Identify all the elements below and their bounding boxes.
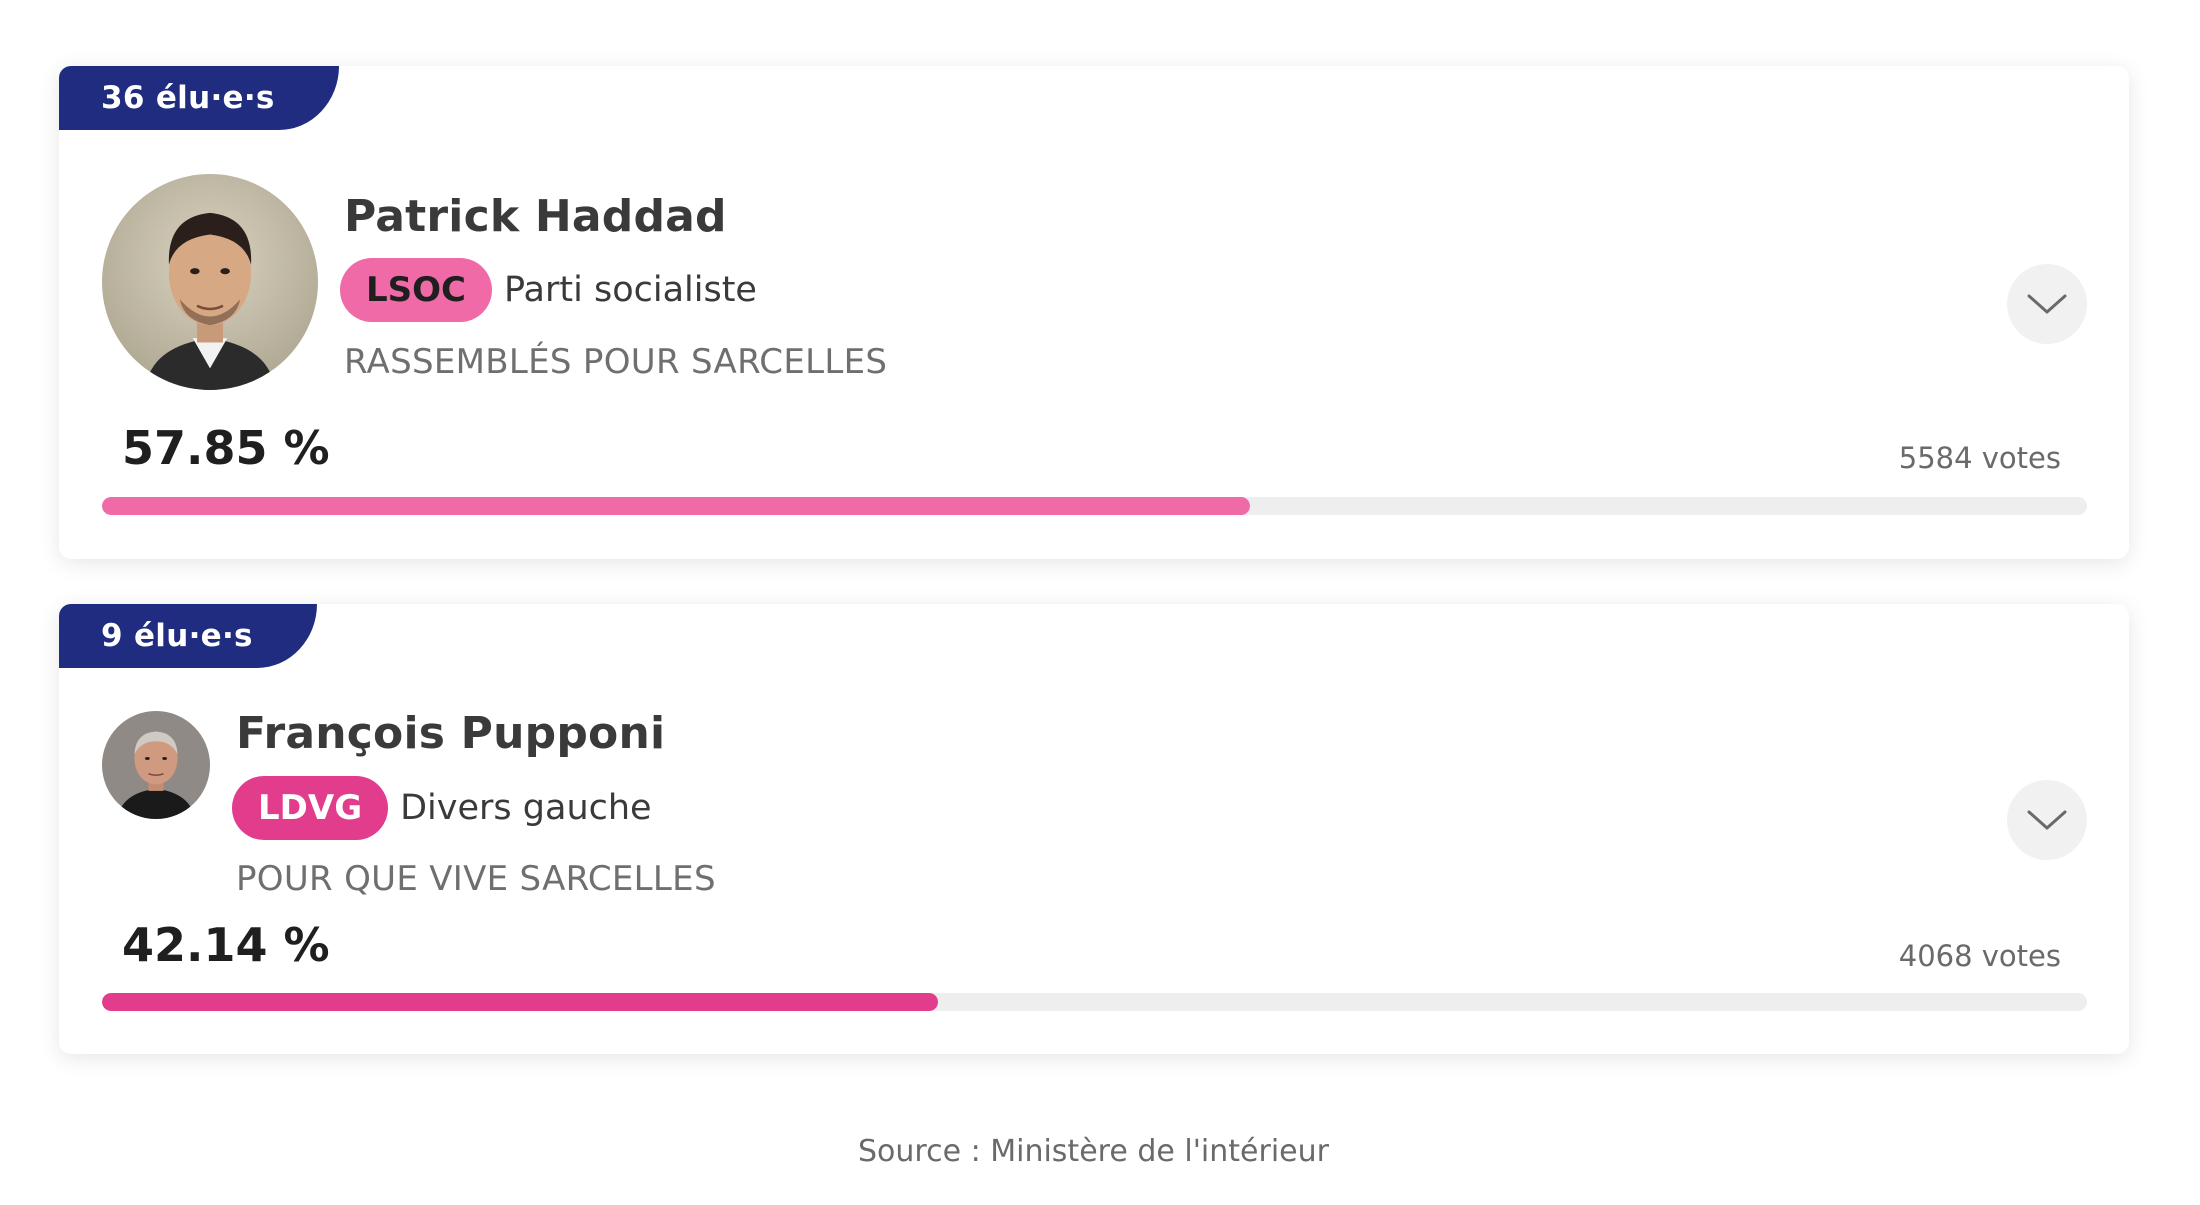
expand-button[interactable] [2007, 780, 2087, 860]
progress-bar-track [102, 497, 2087, 515]
candidate-name: François Pupponi [236, 708, 666, 759]
party-code-badge: LSOC [340, 258, 493, 322]
party-name: Divers gauche [400, 788, 652, 828]
progress-bar-fill [102, 497, 1251, 515]
candidate-name: Patrick Haddad [344, 191, 727, 242]
party-name: Parti socialiste [504, 270, 757, 310]
party-row: LDVG Divers gauche [232, 776, 652, 840]
elected-count-badge: 9 élu·e·s [59, 604, 317, 668]
elected-count-badge: 36 élu·e·s [59, 66, 339, 130]
vote-percentage: 57.85 % [122, 421, 330, 475]
progress-bar-track [102, 993, 2087, 1011]
vote-count: 5584 votes [1898, 441, 2061, 475]
list-name: RASSEMBLÉS POUR SARCELLES [344, 342, 888, 382]
list-name: POUR QUE VIVE SARCELLES [236, 859, 716, 899]
vote-count: 4068 votes [1898, 939, 2061, 973]
progress-bar-fill [102, 993, 939, 1011]
expand-button[interactable] [2007, 264, 2087, 344]
vote-percentage: 42.14 % [122, 918, 330, 972]
candidate-photo [102, 174, 318, 390]
candidate-photo [102, 711, 210, 819]
chevron-down-icon [2027, 294, 2067, 314]
candidate-card-pupponi: 9 élu·e·s François Pupponi LDVG Divers g… [59, 604, 2129, 1054]
party-row: LSOC Parti socialiste [340, 258, 757, 322]
party-code-badge: LDVG [232, 776, 389, 840]
chevron-down-icon [2027, 810, 2067, 830]
source-note: Source : Ministère de l'intérieur [858, 1134, 1329, 1169]
candidate-card-haddad: 36 élu·e·s Patrick Haddad LSOC Parti soc… [59, 66, 2129, 559]
